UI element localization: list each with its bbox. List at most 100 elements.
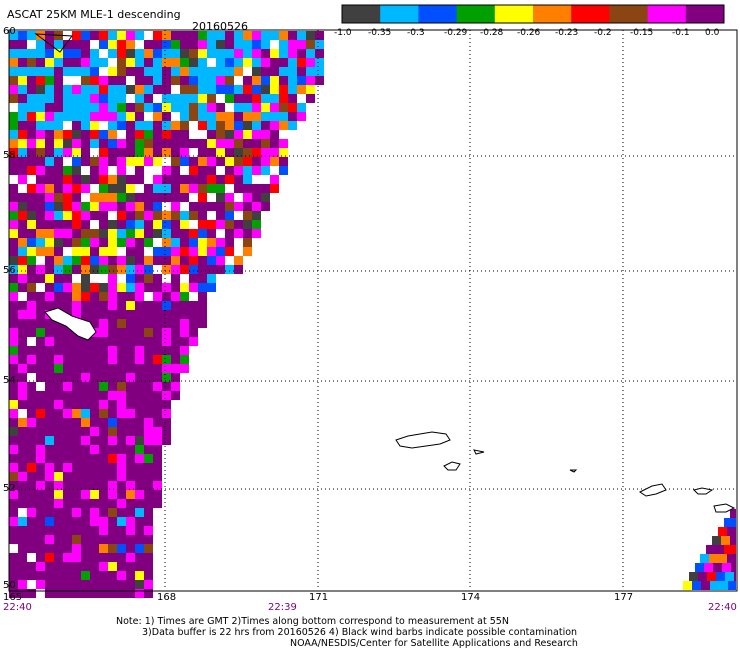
swath-pixel <box>36 382 45 391</box>
swath-pixel <box>99 157 108 166</box>
swath-pixel <box>27 112 36 121</box>
swath-pixel <box>135 265 144 274</box>
swath-pixel <box>189 211 198 220</box>
swath-pixel <box>288 85 297 94</box>
colorbar-label: -1.0 <box>334 28 352 38</box>
swath-pixel <box>171 220 180 229</box>
swath-pixel <box>171 265 180 274</box>
swath-pixel <box>63 274 72 283</box>
swath-pixel <box>261 157 270 166</box>
swath-pixel <box>54 544 63 553</box>
swath-pixel <box>27 58 36 67</box>
swath-pixel <box>18 175 27 184</box>
swath-pixel <box>126 409 135 418</box>
swath-pixel <box>297 112 306 121</box>
swath-pixel <box>99 364 108 373</box>
swath-pixel <box>117 535 126 544</box>
swath-pixel <box>108 319 117 328</box>
swath-pixel <box>90 337 99 346</box>
swath-pixel <box>180 283 189 292</box>
swath-pixel <box>108 274 117 283</box>
swath-pixel <box>144 472 153 481</box>
swath-pixel <box>36 211 45 220</box>
swath-pixel <box>63 589 72 598</box>
swath-pixel <box>270 85 279 94</box>
swath-pixel <box>171 184 180 193</box>
swath-pixel <box>724 545 733 554</box>
swath-pixel <box>18 121 27 130</box>
swath-pixel <box>733 518 736 527</box>
swath-pixel <box>27 148 36 157</box>
swath-pixel <box>171 211 180 220</box>
swath-pixel <box>306 94 315 103</box>
swath-pixel <box>733 545 736 554</box>
swath-pixel <box>234 94 243 103</box>
swath-pixel <box>54 58 63 67</box>
swath-pixel <box>297 31 306 40</box>
swath-pixel <box>108 31 117 40</box>
swath-pixel <box>72 346 81 355</box>
swath-pixel <box>27 589 36 598</box>
swath-pixel <box>45 517 54 526</box>
swath-pixel <box>63 283 72 292</box>
swath-pixel <box>171 193 180 202</box>
swath-pixel <box>162 391 171 400</box>
swath-pixel <box>725 572 734 581</box>
swath-pixel <box>306 31 315 40</box>
swath-pixel <box>99 238 108 247</box>
swath-pixel <box>162 427 171 436</box>
swath-pixel <box>117 481 126 490</box>
swath-pixel <box>108 454 117 463</box>
swath-pixel <box>207 166 216 175</box>
swath-pixel <box>108 175 117 184</box>
colorbar-label: -0.26 <box>517 28 541 38</box>
swath-pixel <box>54 526 63 535</box>
swath-pixel <box>36 184 45 193</box>
swath-pixel <box>225 58 234 67</box>
lon-label: 177 <box>614 592 634 603</box>
swath-pixel <box>135 490 144 499</box>
swath-pixel <box>144 256 153 265</box>
lon-label: 171 <box>309 592 329 603</box>
swath-pixel <box>9 130 18 139</box>
swath-pixel <box>18 310 27 319</box>
swath-pixel <box>216 76 225 85</box>
swath-pixel <box>135 400 144 409</box>
swath-pixel <box>297 121 306 130</box>
swath-pixel <box>81 445 90 454</box>
swath-pixel <box>81 265 90 274</box>
swath-pixel <box>252 184 261 193</box>
swath-pixel <box>36 67 45 76</box>
swath-pixel <box>72 364 81 373</box>
swath-pixel <box>707 572 716 581</box>
swath-pixel <box>135 544 144 553</box>
swath-pixel <box>225 166 234 175</box>
swath-pixel <box>45 148 54 157</box>
swath-pixel <box>63 184 72 193</box>
swath-pixel <box>18 409 27 418</box>
swath-pixel <box>252 103 261 112</box>
swath-pixel <box>234 157 243 166</box>
swath-pixel <box>171 373 180 382</box>
swath-pixel <box>45 409 54 418</box>
swath-pixel <box>27 49 36 58</box>
swath-pixel <box>734 572 736 581</box>
swath-pixel <box>243 94 252 103</box>
swath-pixel <box>126 310 135 319</box>
swath-pixel <box>45 121 54 130</box>
swath-pixel <box>252 130 261 139</box>
swath-pixel <box>700 554 709 563</box>
swath-pixel <box>45 436 54 445</box>
swath-pixel <box>108 40 117 49</box>
swath-pixel <box>72 292 81 301</box>
swath-pixel <box>27 265 36 274</box>
swath-pixel <box>90 508 99 517</box>
swath-pixel <box>54 220 63 229</box>
swath-pixel <box>252 229 261 238</box>
swath-pixel <box>90 553 99 562</box>
swath-pixel <box>243 31 252 40</box>
swath-pixel <box>234 85 243 94</box>
swath-pixel <box>90 580 99 589</box>
swath-pixel <box>9 346 18 355</box>
swath-pixel <box>180 67 189 76</box>
